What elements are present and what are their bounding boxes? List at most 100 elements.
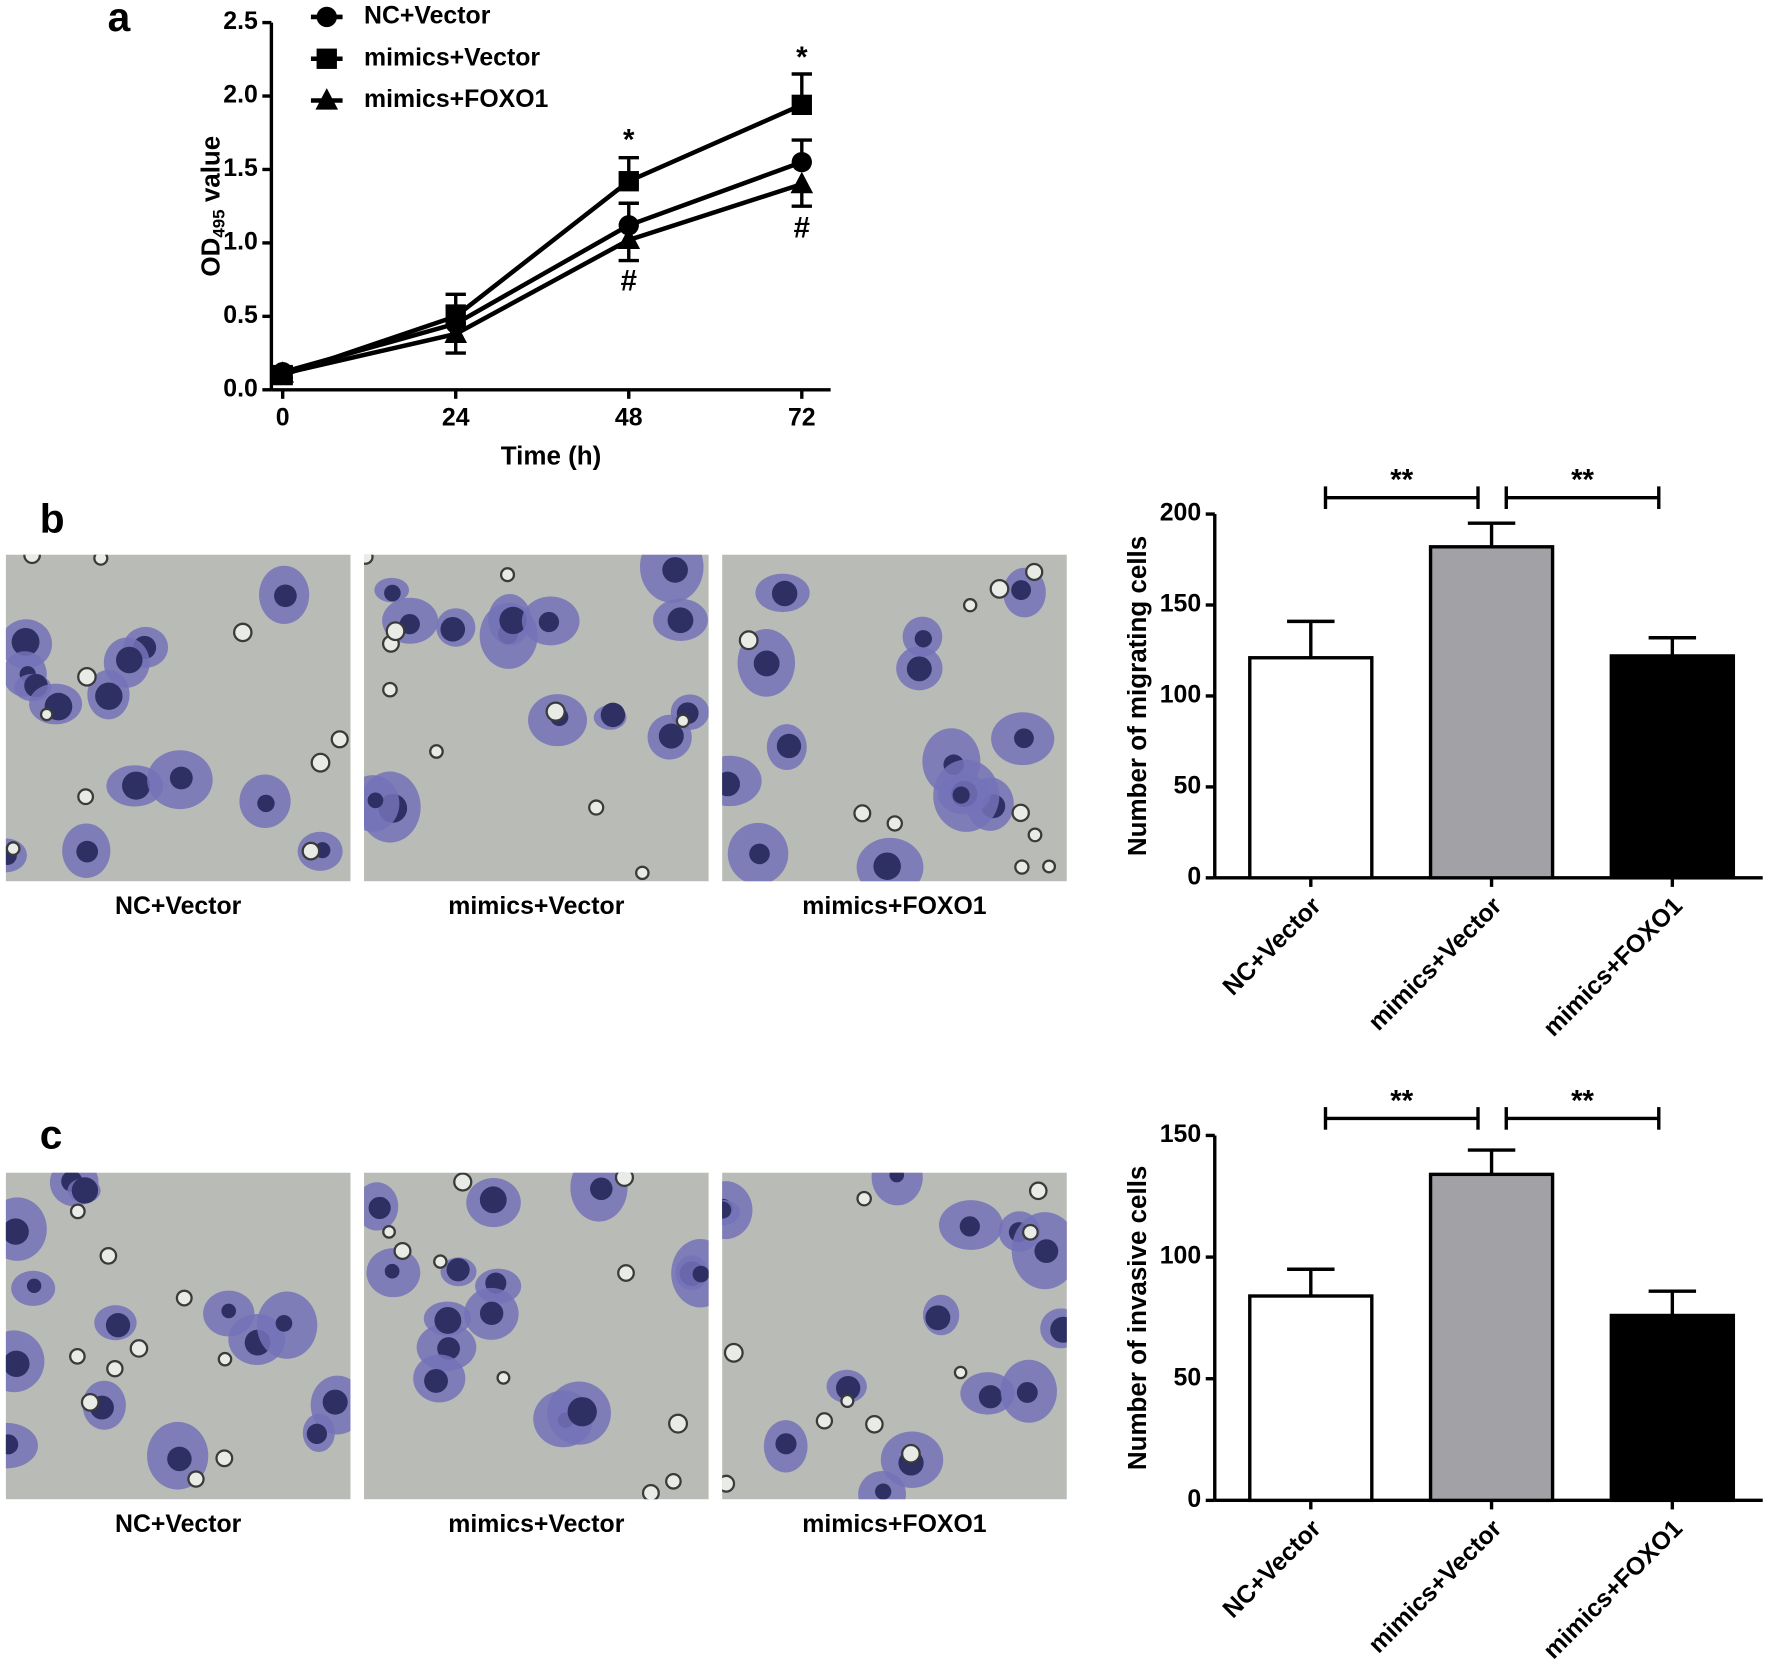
pore xyxy=(429,744,444,759)
significance-bracket xyxy=(1323,1107,1480,1130)
pore xyxy=(310,752,331,773)
nucleus xyxy=(906,656,932,682)
nucleus xyxy=(600,702,626,728)
nucleus xyxy=(662,557,688,583)
pore xyxy=(77,788,95,806)
micrograph xyxy=(5,1172,351,1500)
error-bar xyxy=(1648,636,1697,656)
nucleus xyxy=(1016,1381,1038,1403)
marker xyxy=(790,171,814,194)
y-tick-label: 2.5 xyxy=(223,8,258,35)
error-bar xyxy=(1467,1148,1516,1175)
nucleus xyxy=(440,616,466,642)
line xyxy=(282,160,803,375)
pore xyxy=(233,622,253,643)
micrograph xyxy=(5,554,351,882)
significance-label: ** xyxy=(1390,464,1413,497)
pore xyxy=(886,815,903,832)
nucleus xyxy=(776,733,802,759)
legend-marker xyxy=(315,88,339,110)
annotation: * xyxy=(796,41,808,74)
significance-label: ** xyxy=(1571,1084,1594,1117)
pore xyxy=(175,1289,193,1307)
nucleus xyxy=(590,1177,613,1201)
bar xyxy=(1248,656,1374,880)
x-tick-label: NC+Vector xyxy=(1218,1515,1327,1624)
y-axis-title-main: OD xyxy=(196,238,226,277)
nucleus xyxy=(749,843,770,865)
pore xyxy=(1014,859,1030,875)
marker xyxy=(791,94,812,116)
x-axis-title: Time (h) xyxy=(501,440,602,470)
y-axis-title: OD495 value xyxy=(196,136,230,277)
x-tick-label: 24 xyxy=(442,405,470,432)
pore xyxy=(901,1443,921,1464)
nucleus xyxy=(274,584,297,608)
nucleus xyxy=(775,1433,797,1455)
pore xyxy=(614,1172,635,1187)
pore xyxy=(433,1254,448,1269)
bar xyxy=(1428,1172,1555,1503)
marker xyxy=(617,227,641,250)
marker xyxy=(618,215,639,236)
nucleus xyxy=(889,1172,905,1183)
nucleus xyxy=(384,1263,400,1279)
legend-label: NC+Vector xyxy=(364,3,491,30)
x-tick-label: NC+Vector xyxy=(1218,892,1327,1001)
y-tick-label: 200 xyxy=(1160,500,1201,527)
nucleus xyxy=(446,1258,470,1282)
nucleus xyxy=(835,1375,861,1401)
nucleus xyxy=(952,786,970,804)
significance-bracket xyxy=(1323,486,1480,509)
pore xyxy=(1042,859,1057,874)
marker xyxy=(791,151,812,173)
marker xyxy=(271,361,294,383)
y-axis-title: Number of invasive cells xyxy=(1122,1166,1152,1471)
nucleus xyxy=(479,1186,507,1214)
nucleus xyxy=(11,627,40,656)
pore xyxy=(106,1359,124,1378)
pore xyxy=(723,1342,744,1363)
significance-bracket xyxy=(1504,1107,1661,1130)
pore xyxy=(962,597,978,613)
panel-label: c xyxy=(40,1111,63,1157)
nucleus xyxy=(306,1423,328,1444)
pore xyxy=(853,804,872,823)
pore xyxy=(635,865,650,881)
micrograph xyxy=(364,554,709,882)
y-axis-title: Number of migrating cells xyxy=(1122,536,1152,856)
pore xyxy=(453,1172,473,1192)
nucleus xyxy=(722,771,740,797)
annotation: * xyxy=(623,123,635,156)
nucleus xyxy=(221,1303,237,1319)
pore xyxy=(5,841,21,857)
pore xyxy=(545,701,566,722)
line xyxy=(281,102,803,378)
y-tick-label: 0 xyxy=(1187,1486,1201,1513)
y-tick-label: 100 xyxy=(1160,682,1201,709)
nucleus xyxy=(875,1483,892,1500)
pore xyxy=(1021,1223,1039,1241)
cell xyxy=(671,1239,709,1308)
y-tick-label: 0.5 xyxy=(223,302,258,329)
nucleus xyxy=(368,1196,391,1220)
nucleus xyxy=(753,650,780,677)
y-tick-label: 50 xyxy=(1174,1364,1202,1391)
panel-label: b xyxy=(40,496,65,542)
pore xyxy=(496,1370,511,1385)
annotation: # xyxy=(621,264,637,297)
nucleus xyxy=(122,771,151,800)
pore xyxy=(77,667,97,687)
pore xyxy=(93,554,109,566)
pore xyxy=(23,554,41,565)
pore xyxy=(840,1393,855,1409)
pore xyxy=(217,1351,233,1367)
pore xyxy=(382,1224,396,1239)
pore xyxy=(815,1412,834,1430)
pore xyxy=(393,1241,412,1261)
y-tick-label: 150 xyxy=(1160,591,1201,618)
pore xyxy=(187,1470,205,1488)
marker xyxy=(445,306,466,327)
nucleus xyxy=(499,606,527,635)
